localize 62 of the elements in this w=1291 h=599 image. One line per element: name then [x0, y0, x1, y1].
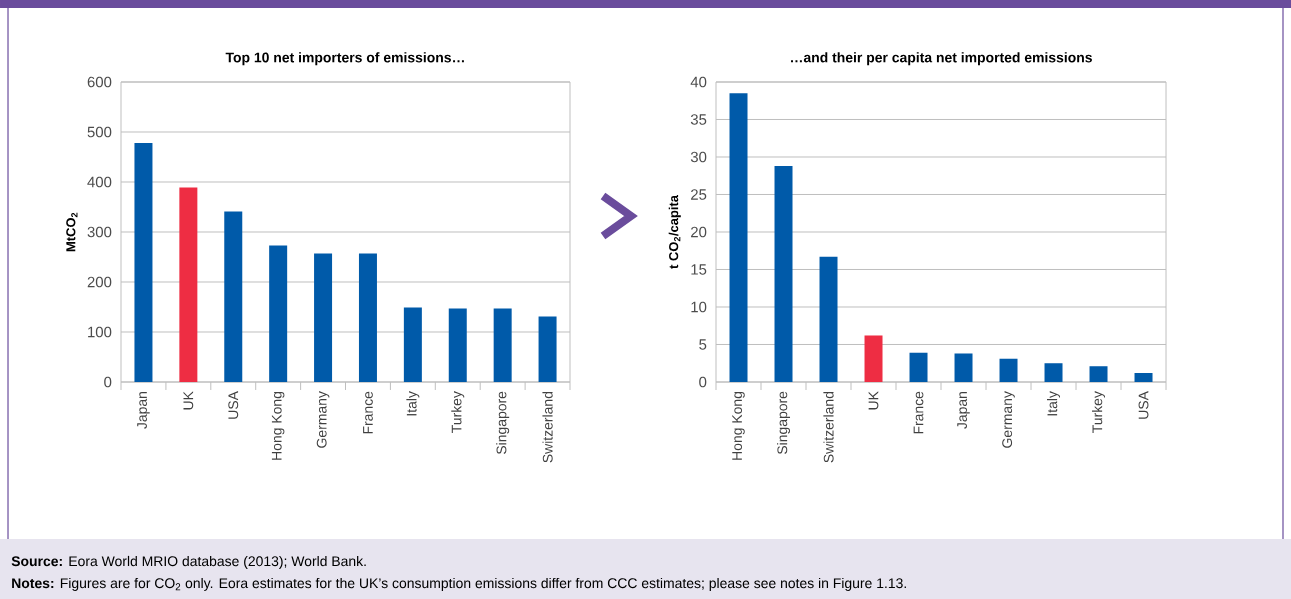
- chart-title: Top 10 net importers of emissions…: [225, 52, 464, 66]
- bar: [999, 358, 1018, 382]
- x-tick-label: UK: [183, 391, 194, 410]
- y-tick-label: 5: [699, 339, 707, 350]
- x-tick-label: USA: [1138, 391, 1149, 419]
- x-tick-label: Singapore: [496, 391, 510, 455]
- bar: [1134, 372, 1153, 382]
- y-tick-label: 0: [699, 376, 707, 388]
- x-tick-label: Turkey: [451, 391, 465, 433]
- y-tick-label: 35: [690, 114, 707, 125]
- y-tick-label: 300: [87, 226, 112, 238]
- x-tick-label: Italy: [1047, 391, 1061, 416]
- x-tick-label: UK: [868, 391, 879, 410]
- y-tick-label: 100: [88, 326, 112, 338]
- y-tick-label: 20: [691, 226, 707, 238]
- y-axis-title: t CO$_{2}$/capita: [668, 194, 681, 269]
- x-tick-label: Switzerland: [823, 391, 834, 463]
- bar: [448, 308, 467, 382]
- bar: [864, 335, 883, 382]
- x-tick-label: USA: [228, 391, 239, 419]
- y-tick-label: 0: [104, 376, 112, 388]
- text: Notes: Figures are for CO$_{2}$ only. Eora estimates for the UK’s consumption emissions differ from CCC estimates; please see notes in Figure 1.13.: [12, 577, 906, 591]
- x-tick-label: Switzerland: [542, 392, 553, 463]
- bar: [954, 353, 973, 382]
- x-tick-label: France: [913, 391, 924, 434]
- y-tick-label: 30: [690, 151, 707, 163]
- bar: [1044, 363, 1063, 382]
- x-tick-label: Japan: [957, 391, 970, 429]
- bar: [774, 165, 793, 382]
- y-tick-label: 400: [87, 176, 112, 188]
- bar: [269, 245, 288, 382]
- bar: [134, 142, 153, 382]
- bar: [909, 352, 928, 382]
- bar: [729, 93, 748, 382]
- text: Source: Eora World MRIO database (2013); World Bank.: [11, 555, 366, 569]
- x-tick-label: Japan: [137, 391, 150, 429]
- x-tick-label: Germany: [316, 391, 330, 448]
- y-tick-label: 25: [691, 189, 707, 200]
- x-tick-label: France: [363, 391, 373, 434]
- bar: [493, 308, 512, 382]
- bar: [224, 211, 243, 382]
- bar: [403, 307, 422, 382]
- y-tick-label: 200: [87, 276, 112, 288]
- bar: [1089, 366, 1108, 382]
- chart-title: …and their per capita net imported emissions: [791, 52, 1092, 66]
- x-tick-label: Italy: [406, 391, 420, 416]
- y-tick-label: 10: [691, 301, 707, 313]
- y-tick-label: 600: [87, 76, 112, 88]
- bar: [358, 253, 377, 382]
- x-tick-label: Hong Kong: [271, 392, 285, 460]
- y-tick-label: 40: [690, 76, 707, 88]
- y-tick-label: 500: [87, 126, 112, 138]
- y-tick-label: 15: [691, 264, 707, 275]
- x-tick-label: Germany: [1002, 391, 1015, 448]
- x-tick-label: Singapore: [777, 391, 791, 455]
- x-tick-label: Hong Kong: [732, 392, 745, 460]
- bar: [819, 256, 838, 382]
- bar: [538, 316, 557, 382]
- x-tick-label: Turkey: [1092, 391, 1106, 433]
- bar: [314, 253, 333, 382]
- bar: [179, 187, 198, 382]
- y-axis-title: MtCO$_{2}$: [66, 212, 78, 252]
